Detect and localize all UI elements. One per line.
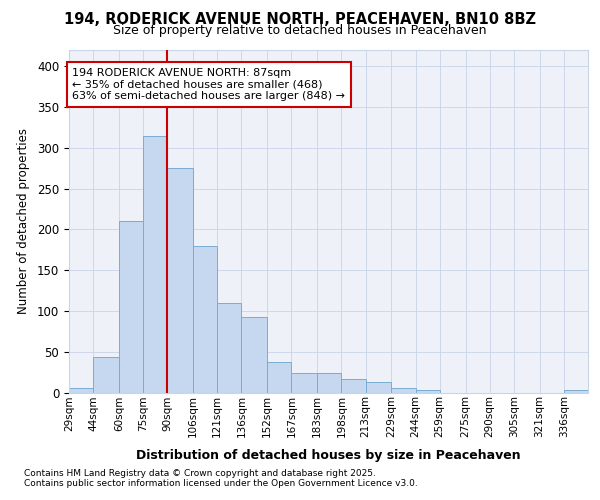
Bar [564,390,588,392]
Text: Contains public sector information licensed under the Open Government Licence v3: Contains public sector information licen… [24,479,418,488]
Bar [267,362,292,392]
Bar [143,136,167,392]
Bar [365,382,391,392]
Bar [391,388,416,392]
Bar [217,303,241,392]
Bar [93,358,119,392]
Text: Size of property relative to detached houses in Peacehaven: Size of property relative to detached ho… [113,24,487,37]
Bar [241,316,267,392]
Y-axis label: Number of detached properties: Number of detached properties [17,128,30,314]
Text: Contains HM Land Registry data © Crown copyright and database right 2025.: Contains HM Land Registry data © Crown c… [24,469,376,478]
Bar [167,168,193,392]
Bar [69,388,93,392]
Bar [416,390,440,392]
Bar [292,373,317,392]
Bar [341,380,365,392]
Text: 194 RODERICK AVENUE NORTH: 87sqm
← 35% of detached houses are smaller (468)
63% : 194 RODERICK AVENUE NORTH: 87sqm ← 35% o… [72,68,345,101]
Text: 194, RODERICK AVENUE NORTH, PEACEHAVEN, BN10 8BZ: 194, RODERICK AVENUE NORTH, PEACEHAVEN, … [64,12,536,28]
X-axis label: Distribution of detached houses by size in Peacehaven: Distribution of detached houses by size … [136,448,521,462]
Bar [317,373,341,392]
Bar [193,246,217,392]
Bar [119,221,143,392]
